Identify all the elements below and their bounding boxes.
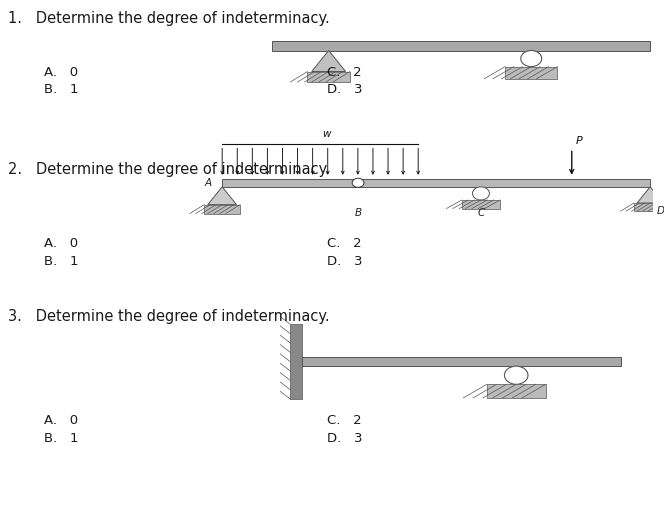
Text: 3.   Determine the degree of indeterminacy.: 3. Determine the degree of indeterminacy…	[8, 309, 329, 324]
Circle shape	[505, 366, 528, 384]
Text: 1.   Determine the degree of indeterminacy.: 1. Determine the degree of indeterminacy…	[8, 11, 329, 26]
Text: A.   0: A. 0	[44, 414, 78, 427]
Bar	[487, 384, 546, 398]
FancyBboxPatch shape	[222, 179, 650, 187]
Text: C: C	[477, 208, 485, 218]
Text: A.   0: A. 0	[44, 237, 78, 250]
Text: B.   1: B. 1	[44, 432, 79, 445]
Circle shape	[352, 178, 364, 187]
Polygon shape	[208, 187, 236, 205]
Bar	[461, 200, 500, 209]
Bar	[290, 324, 302, 399]
Text: D: D	[657, 206, 664, 216]
Text: D.   3: D. 3	[327, 83, 363, 96]
FancyBboxPatch shape	[302, 357, 621, 366]
Text: B.   1: B. 1	[44, 83, 79, 96]
Circle shape	[472, 187, 489, 200]
Text: P: P	[576, 136, 582, 146]
Text: A: A	[205, 178, 212, 188]
Circle shape	[521, 50, 542, 67]
Bar	[307, 72, 350, 82]
Text: C.   2: C. 2	[327, 237, 361, 250]
Bar	[505, 67, 557, 79]
Text: w: w	[323, 129, 331, 139]
Text: B.   1: B. 1	[44, 255, 79, 268]
Bar	[205, 205, 240, 214]
Text: D.   3: D. 3	[327, 255, 363, 268]
FancyBboxPatch shape	[272, 41, 650, 51]
Text: C.   2: C. 2	[327, 414, 361, 427]
Text: D.   3: D. 3	[327, 432, 363, 445]
Polygon shape	[637, 187, 663, 203]
Text: A.   0: A. 0	[44, 66, 78, 79]
Text: 2.   Determine the degree of indeterminacy.: 2. Determine the degree of indeterminacy…	[8, 162, 330, 177]
Text: B: B	[355, 208, 362, 218]
Text: C.   2: C. 2	[327, 66, 361, 79]
Bar	[634, 203, 664, 211]
Polygon shape	[311, 50, 346, 72]
